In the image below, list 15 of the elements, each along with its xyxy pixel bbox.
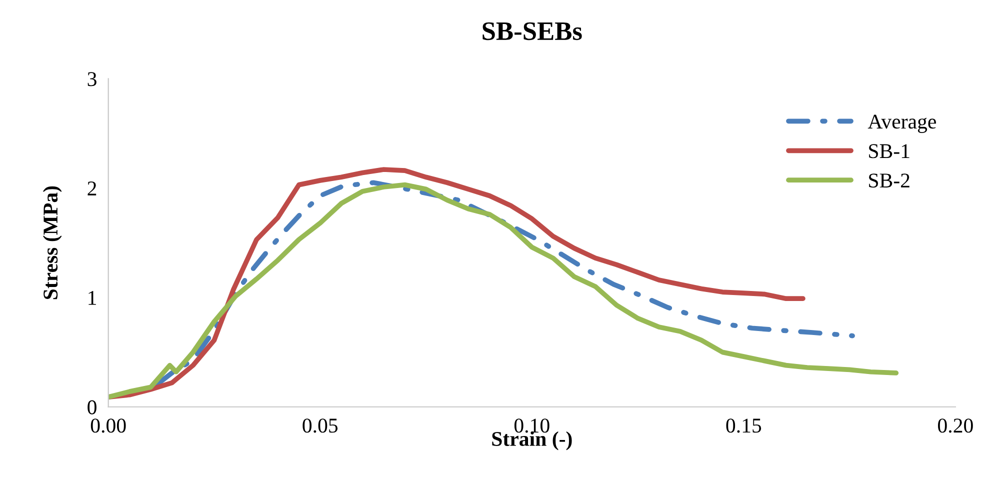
x-tick-label: 0.20 bbox=[938, 418, 973, 433]
y-tick-label: 1 bbox=[88, 290, 96, 305]
x-axis-title: Strain (-) bbox=[492, 431, 572, 450]
x-tick-label: 0.10 bbox=[514, 418, 550, 433]
y-axis-title: Stress (MPa) bbox=[42, 186, 62, 300]
legend-label: SB-1 bbox=[869, 144, 910, 158]
x-tick-label: 0.00 bbox=[90, 418, 126, 433]
x-tick-label: 0.05 bbox=[302, 418, 338, 433]
y-tick-label: 0 bbox=[88, 400, 96, 414]
legend-label: Average bbox=[868, 114, 936, 133]
x-tick-label: 0.15 bbox=[726, 418, 762, 433]
y-tick-label: 3 bbox=[88, 72, 96, 86]
legend-label: SB-2 bbox=[869, 174, 910, 188]
y-tick-label: 2 bbox=[88, 182, 96, 196]
chart-title: SB-SEBs bbox=[482, 22, 582, 40]
